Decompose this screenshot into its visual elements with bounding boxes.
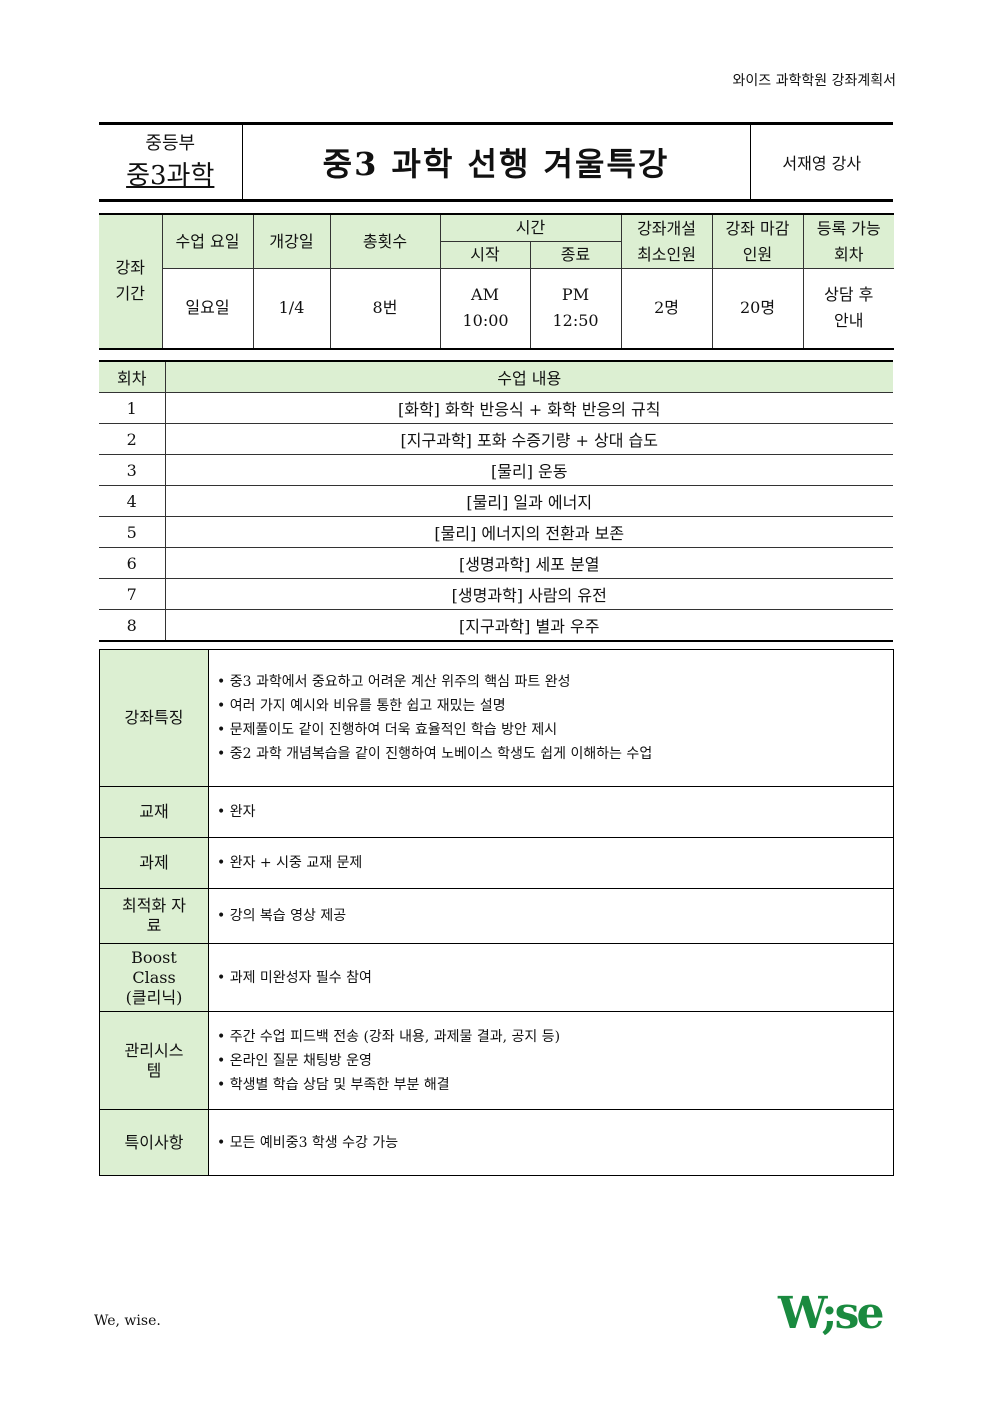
detail-item: 문제풀이도 같이 진행하여 더욱 효율적인 학습 방안 제시 <box>217 718 893 742</box>
session-content: [생명과학] 세포 분열 <box>164 547 893 579</box>
curriculum-row: 1 [화학] 화학 반응식 + 화학 반응의 규칙 <box>99 392 893 424</box>
detail-row: 교재 완자 <box>99 786 894 838</box>
footer-slogan: We, wise. <box>94 1313 161 1329</box>
curriculum-table: 회차 수업 내용 1 [화학] 화학 반응식 + 화학 반응의 규칙 2 [지구과학]… <box>99 360 893 642</box>
detail-content: 완자 + 시중 교재 문제 <box>208 837 894 889</box>
header-start-date: 개강일 <box>252 213 331 269</box>
wise-logo: W;se <box>778 1288 884 1339</box>
detail-content: 모든 예비중3 학생 수강 가능 <box>208 1109 894 1176</box>
header-min: 강좌개설 최소인원 <box>620 213 713 269</box>
session-number: 5 <box>99 516 166 548</box>
session-number: 7 <box>99 578 166 610</box>
session-number: 3 <box>99 454 166 486</box>
subject: 중3과학 <box>126 160 215 191</box>
session-number: 8 <box>99 609 166 642</box>
detail-label: Boost Class (클리닉) <box>99 943 209 1012</box>
curriculum-row: 6 [생명과학] 세포 분열 <box>99 547 893 579</box>
value-min: 2명 <box>620 268 713 349</box>
detail-row: 최적화 자료 강의 복습 영상 제공 <box>99 888 894 944</box>
header-time-end: 종료 <box>529 241 622 269</box>
value-day: 일요일 <box>162 268 254 349</box>
detail-item: 중3 과학에서 중요하고 어려운 계산 위주의 핵심 파트 완성 <box>217 670 893 694</box>
details-table: 강좌특징중3 과학에서 중요하고 어려운 계산 위주의 핵심 파트 완성여러 가… <box>99 649 894 1176</box>
curriculum-row: 7 [생명과학] 사람의 유전 <box>99 578 893 610</box>
detail-content: 완자 <box>208 786 894 838</box>
curriculum-row: 4 [물리] 일과 에너지 <box>99 485 893 517</box>
header-max: 강좌 마감인원 <box>711 213 804 269</box>
detail-content: 중3 과학에서 중요하고 어려운 계산 위주의 핵심 파트 완성여러 가지 예시… <box>208 649 894 787</box>
session-content: [물리] 운동 <box>164 454 893 486</box>
header-day: 수업 요일 <box>161 213 254 269</box>
detail-item: 완자 + 시중 교재 문제 <box>217 851 893 875</box>
detail-label: 교재 <box>99 786 209 838</box>
detail-item: 중2 과학 개념복습을 같이 진행하여 노베이스 학생도 쉽게 이해하는 수업 <box>217 742 893 766</box>
schedule-table: 강좌 기간 수업 요일 개강일 총횟수 시간 강좌개설 최소인원 강좌 마감인원… <box>99 213 895 350</box>
detail-item: 여러 가지 예시와 비유를 통한 쉽고 재밌는 설명 <box>217 694 893 718</box>
detail-label: 과제 <box>99 837 209 889</box>
detail-item: 온라인 질문 채팅방 운영 <box>217 1049 893 1073</box>
detail-label: 강좌특징 <box>99 649 209 787</box>
detail-row: 강좌특징중3 과학에서 중요하고 어려운 계산 위주의 핵심 파트 완성여러 가… <box>99 649 894 787</box>
detail-content: 강의 복습 영상 제공 <box>208 888 894 944</box>
detail-row: 과제 완자 + 시중 교재 문제 <box>99 837 894 889</box>
value-time-end: PM 12:50 <box>529 268 622 349</box>
header-sessions: 총횟수 <box>329 213 441 269</box>
session-number: 1 <box>99 392 166 424</box>
session-number: 6 <box>99 547 166 579</box>
document-label: 와이즈 과학학원 강좌계획서 <box>732 73 896 89</box>
value-time-start: AM 10:00 <box>439 268 531 349</box>
session-content: [물리] 에너지의 전환과 보존 <box>164 516 893 548</box>
detail-item: 학생별 학습 상담 및 부족한 부분 해결 <box>217 1073 893 1097</box>
curriculum-row: 3 [물리] 운동 <box>99 454 893 486</box>
detail-label: 최적화 자료 <box>99 888 209 944</box>
session-content: [생명과학] 사람의 유전 <box>164 578 893 610</box>
detail-label: 특이사항 <box>99 1109 209 1176</box>
course-title: 중3 과학 선행 겨울특강 <box>241 123 750 201</box>
detail-content: 과제 미완성자 필수 참여 <box>208 943 894 1012</box>
department-cell: 중등부 중3과학 <box>99 124 242 201</box>
header-content: 수업 내용 <box>164 360 893 393</box>
detail-item: 강의 복습 영상 제공 <box>217 904 893 928</box>
detail-item: 모든 예비중3 학생 수강 가능 <box>217 1131 893 1155</box>
header-no: 회차 <box>99 360 166 393</box>
session-content: [물리] 일과 에너지 <box>164 485 893 517</box>
detail-row: Boost Class (클리닉) 과제 미완성자 필수 참여 <box>99 943 894 1012</box>
title-block: 중등부 중3과학 중3 과학 선행 겨울특강 서재영 강사 <box>99 122 893 202</box>
detail-content: 주간 수업 피드백 전송 (강좌 내용, 과제물 결과, 공지 등)온라인 질문… <box>208 1011 894 1110</box>
value-sessions: 8번 <box>329 268 441 349</box>
session-number: 2 <box>99 423 166 455</box>
curriculum-row: 5 [물리] 에너지의 전환과 보존 <box>99 516 893 548</box>
detail-label: 관리시스템 <box>99 1011 209 1110</box>
department: 중등부 <box>145 132 196 154</box>
detail-row: 관리시스템주간 수업 피드백 전송 (강좌 내용, 과제물 결과, 공지 등)온… <box>99 1011 894 1110</box>
value-start-date: 1/4 <box>252 268 331 349</box>
session-content: [지구과학] 포화 수증기량 + 상대 습도 <box>164 423 893 455</box>
value-reg: 상담 후 안내 <box>802 268 895 349</box>
header-time-start: 시작 <box>440 241 531 269</box>
value-max: 20명 <box>711 268 804 349</box>
session-content: [지구과학] 별과 우주 <box>164 609 893 642</box>
teacher: 서재영 강사 <box>749 123 893 201</box>
detail-item: 주간 수업 피드백 전송 (강좌 내용, 과제물 결과, 공지 등) <box>217 1025 893 1049</box>
session-number: 4 <box>99 485 166 517</box>
curriculum-row: 2 [지구과학] 포화 수증기량 + 상대 습도 <box>99 423 893 455</box>
detail-item: 과제 미완성자 필수 참여 <box>217 966 893 990</box>
header-time: 시간 <box>439 213 622 242</box>
session-content: [화학] 화학 반응식 + 화학 반응의 규칙 <box>164 392 893 424</box>
curriculum-row: 8 [지구과학] 별과 우주 <box>99 609 893 642</box>
header-reg: 등록 가능회차 <box>802 213 895 269</box>
detail-item: 완자 <box>217 800 893 824</box>
schedule-row-label: 강좌 기간 <box>99 213 163 349</box>
detail-row: 특이사항 모든 예비중3 학생 수강 가능 <box>99 1109 894 1176</box>
